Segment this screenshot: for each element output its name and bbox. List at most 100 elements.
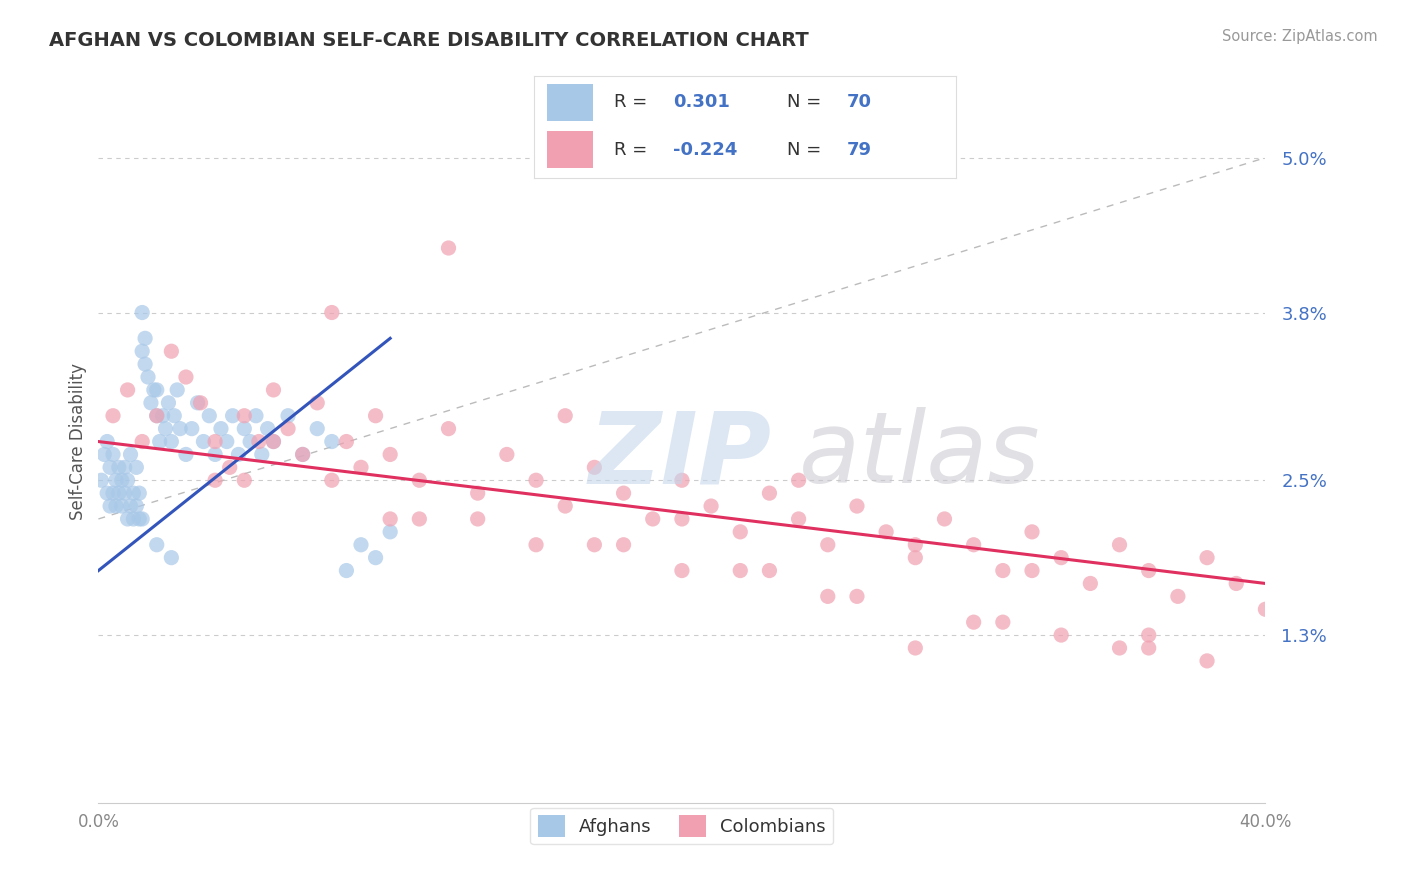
Point <box>991 564 1014 578</box>
Point <box>583 460 606 475</box>
Point <box>146 409 169 423</box>
Point <box>108 486 131 500</box>
Point <box>160 550 183 565</box>
Point <box>190 396 212 410</box>
Point <box>1137 640 1160 655</box>
Point <box>98 499 121 513</box>
Point <box>215 434 238 449</box>
Point <box>934 512 956 526</box>
Point <box>169 422 191 436</box>
Text: 0.301: 0.301 <box>673 94 730 112</box>
Point <box>218 460 240 475</box>
Text: 70: 70 <box>846 94 872 112</box>
Point <box>817 590 839 604</box>
Point <box>104 473 127 487</box>
Point <box>101 409 124 423</box>
Point <box>364 550 387 565</box>
Point <box>204 447 226 461</box>
Point <box>180 422 202 436</box>
Point <box>111 473 134 487</box>
Point <box>163 409 186 423</box>
Point <box>277 409 299 423</box>
Point <box>146 409 169 423</box>
Point <box>408 512 430 526</box>
Point <box>1254 602 1277 616</box>
Point <box>146 538 169 552</box>
Point <box>160 434 183 449</box>
Text: atlas: atlas <box>799 408 1040 505</box>
Point <box>128 486 150 500</box>
Point <box>380 512 402 526</box>
Point <box>758 486 780 500</box>
FancyBboxPatch shape <box>547 131 593 168</box>
Point <box>364 409 387 423</box>
Point <box>307 396 329 410</box>
Point <box>787 512 810 526</box>
Point <box>104 499 127 513</box>
Point <box>120 447 142 461</box>
Point <box>1021 564 1043 578</box>
Point <box>730 564 752 578</box>
Point <box>114 486 136 500</box>
Point <box>612 538 634 552</box>
Point <box>1225 576 1247 591</box>
Point <box>700 499 723 513</box>
Point <box>174 370 197 384</box>
Point <box>291 447 314 461</box>
Point <box>671 564 693 578</box>
Point <box>174 447 197 461</box>
Text: Source: ZipAtlas.com: Source: ZipAtlas.com <box>1222 29 1378 44</box>
Point <box>335 564 357 578</box>
Point <box>117 383 139 397</box>
Point <box>671 512 693 526</box>
Point <box>256 422 278 436</box>
Point <box>98 460 121 475</box>
Point <box>671 473 693 487</box>
Point <box>962 615 984 630</box>
Text: -0.224: -0.224 <box>673 141 738 159</box>
Point <box>122 512 145 526</box>
Point <box>233 422 256 436</box>
Point <box>117 473 139 487</box>
Point <box>350 460 373 475</box>
Point <box>155 422 177 436</box>
FancyBboxPatch shape <box>547 84 593 121</box>
Point <box>1137 564 1160 578</box>
Point <box>193 434 215 449</box>
Point <box>131 305 153 319</box>
Point <box>1108 640 1130 655</box>
Point <box>467 486 489 500</box>
Point <box>111 499 134 513</box>
Point <box>730 524 752 539</box>
Point <box>209 422 232 436</box>
Point <box>142 383 165 397</box>
Point <box>554 499 576 513</box>
Point <box>187 396 209 410</box>
Legend: Afghans, Colombians: Afghans, Colombians <box>530 808 834 845</box>
Point <box>408 473 430 487</box>
Point <box>198 409 221 423</box>
Point <box>233 409 256 423</box>
Point <box>846 499 869 513</box>
Point <box>321 473 343 487</box>
Point <box>262 383 284 397</box>
Point <box>152 409 174 423</box>
Point <box>1137 628 1160 642</box>
Point <box>817 538 839 552</box>
Point <box>233 473 256 487</box>
Point <box>139 396 162 410</box>
Point <box>131 344 153 359</box>
Text: 79: 79 <box>846 141 872 159</box>
Point <box>612 486 634 500</box>
Point <box>228 447 250 461</box>
Point <box>157 396 180 410</box>
Text: N =: N = <box>787 94 827 112</box>
Point <box>1021 524 1043 539</box>
Point <box>239 434 262 449</box>
Point <box>758 564 780 578</box>
Point <box>524 538 547 552</box>
Point <box>117 512 139 526</box>
Text: R =: R = <box>614 141 654 159</box>
Point <box>583 538 606 552</box>
Point <box>101 486 124 500</box>
